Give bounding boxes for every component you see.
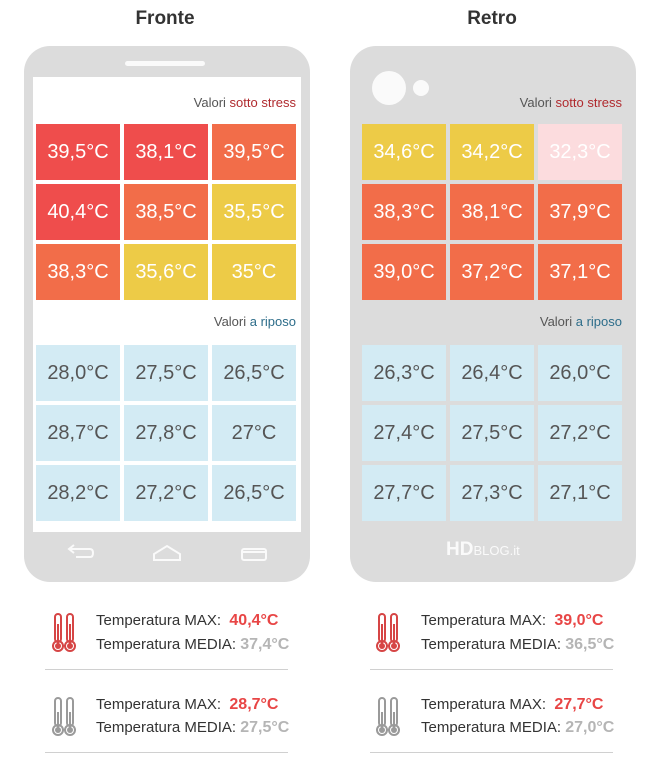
temperature-cell: 38,1°C — [124, 124, 208, 180]
temperature-cell: 26,5°C — [212, 345, 296, 401]
temperature-cell: 35,6°C — [124, 244, 208, 300]
temperature-cell: 27,4°C — [362, 405, 446, 461]
divider — [45, 752, 288, 753]
temperature-cell: 34,6°C — [362, 124, 446, 180]
temperature-cell: 28,2°C — [36, 465, 120, 521]
temperature-cell: 27,8°C — [124, 405, 208, 461]
front-stress-max: Temperatura MAX: 40,4°C — [96, 612, 279, 629]
hdblog-logo: HDBLOG.it — [446, 539, 520, 560]
divider — [370, 669, 613, 670]
front-column-title: Fronte — [135, 8, 195, 29]
temperature-cell: 37,2°C — [450, 244, 534, 300]
red-thermometer-icon — [52, 613, 76, 652]
camera-lens-icon — [372, 71, 406, 105]
front-rest-avg: Temperatura MEDIA: 27,5°C — [96, 719, 290, 736]
temperature-cell: 27,7°C — [362, 465, 446, 521]
temperature-cell: 27,3°C — [450, 465, 534, 521]
temperature-cell: 28,7°C — [36, 405, 120, 461]
temperature-cell: 35°C — [212, 244, 296, 300]
temperature-cell: 38,3°C — [362, 184, 446, 240]
temperature-cell: 27°C — [212, 405, 296, 461]
front-stress-label: Valori sotto stress — [193, 95, 296, 110]
temperature-cell: 26,4°C — [450, 345, 534, 401]
temperature-cell: 38,1°C — [450, 184, 534, 240]
back-stress-label: Valori sotto stress — [519, 95, 622, 110]
recents-nav-icon — [241, 548, 267, 561]
temperature-cell: 27,2°C — [538, 405, 622, 461]
red-thermometer-icon — [376, 613, 400, 652]
temperature-cell: 35,5°C — [212, 184, 296, 240]
temperature-cell: 38,5°C — [124, 184, 208, 240]
speaker-grille — [125, 61, 205, 66]
temperature-cell: 27,5°C — [450, 405, 534, 461]
front-rest-max: Temperatura MAX: 28,7°C — [96, 696, 279, 713]
temperature-cell: 27,2°C — [124, 465, 208, 521]
temperature-cell: 26,5°C — [212, 465, 296, 521]
gray-thermometer-icon — [376, 697, 400, 736]
temperature-cell: 39,5°C — [36, 124, 120, 180]
gray-thermometer-icon — [52, 697, 76, 736]
temperature-cell: 40,4°C — [36, 184, 120, 240]
temperature-cell: 39,0°C — [362, 244, 446, 300]
back-rest-label: Valori a riposo — [539, 314, 622, 329]
back-nav-icon — [67, 544, 95, 558]
flash-icon — [413, 80, 429, 96]
temperature-cell: 34,2°C — [450, 124, 534, 180]
temperature-cell: 26,0°C — [538, 345, 622, 401]
back-rest-max: Temperatura MAX: 27,7°C — [421, 696, 604, 713]
back-column-title: Retro — [467, 8, 517, 29]
temperature-cell: 28,0°C — [36, 345, 120, 401]
front-rest-label: Valori a riposo — [213, 314, 296, 329]
back-stress-avg: Temperatura MEDIA: 36,5°C — [421, 636, 615, 653]
front-stress-avg: Temperatura MEDIA: 37,4°C — [96, 636, 290, 653]
temperature-cell: 27,5°C — [124, 345, 208, 401]
divider — [370, 752, 613, 753]
back-stress-max: Temperatura MAX: 39,0°C — [421, 612, 604, 629]
back-rest-avg: Temperatura MEDIA: 27,0°C — [421, 719, 615, 736]
temperature-cell: 37,9°C — [538, 184, 622, 240]
home-nav-icon — [153, 544, 181, 561]
temperature-cell: 26,3°C — [362, 345, 446, 401]
temperature-cell: 37,1°C — [538, 244, 622, 300]
temperature-cell: 27,1°C — [538, 465, 622, 521]
divider — [45, 669, 288, 670]
temperature-cell: 32,3°C — [538, 124, 622, 180]
temperature-cell: 38,3°C — [36, 244, 120, 300]
temperature-cell: 39,5°C — [212, 124, 296, 180]
